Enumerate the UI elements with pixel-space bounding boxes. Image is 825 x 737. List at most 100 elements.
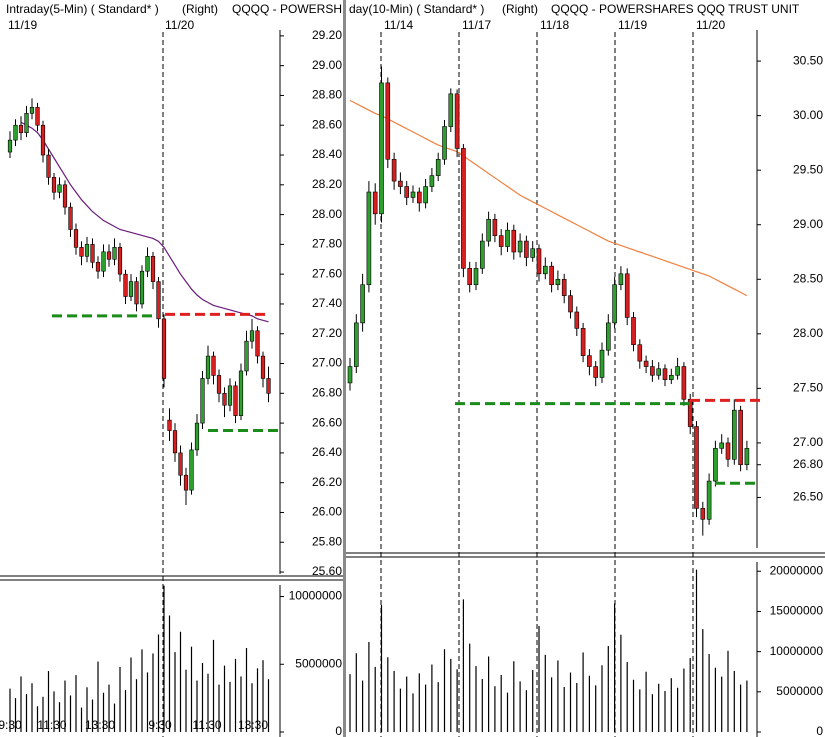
volume-tick-label: 0 bbox=[816, 724, 823, 737]
candle-body bbox=[605, 322, 611, 351]
volume-bar bbox=[677, 687, 679, 732]
candle-body bbox=[479, 240, 485, 269]
candle-body bbox=[194, 422, 200, 451]
candle-body bbox=[24, 113, 29, 133]
candle-body bbox=[233, 385, 238, 416]
volume-bar bbox=[418, 673, 420, 732]
candle-body bbox=[156, 281, 161, 320]
time-label: 11:30 bbox=[37, 718, 66, 732]
candle-body bbox=[172, 430, 178, 454]
price-tick-label: 29.00 bbox=[312, 58, 342, 72]
candle-body bbox=[423, 186, 428, 204]
volume-bar bbox=[141, 649, 143, 732]
volume-bar bbox=[462, 599, 464, 732]
volume-bar bbox=[651, 694, 653, 732]
symbol-label: QQQQ - POWERSH bbox=[232, 2, 342, 16]
candle-body bbox=[668, 374, 674, 380]
volume-bar bbox=[551, 677, 553, 732]
volume-bar bbox=[733, 670, 735, 732]
candle-body bbox=[145, 255, 150, 272]
candle-body bbox=[353, 322, 359, 367]
price-tick-label: 27.00 bbox=[312, 356, 342, 370]
candle-body bbox=[624, 273, 630, 318]
day-label: 11/20 bbox=[696, 18, 725, 32]
time-label: 13:30 bbox=[238, 718, 268, 732]
volume-bar bbox=[152, 653, 154, 732]
volume-bar bbox=[102, 692, 105, 732]
candle-body bbox=[222, 393, 227, 406]
volume-bar bbox=[425, 684, 427, 732]
candle-body bbox=[360, 284, 365, 324]
right-panel-background bbox=[345, 0, 825, 737]
volume-bar bbox=[179, 631, 182, 732]
candle-body bbox=[473, 268, 479, 286]
volume-tick-label: 0 bbox=[335, 724, 342, 737]
candle-body bbox=[738, 409, 743, 466]
last-price-label: 26.80 bbox=[793, 457, 823, 471]
candle-body bbox=[167, 419, 172, 431]
price-tick-label: 28.20 bbox=[312, 177, 342, 191]
volume-bar bbox=[746, 680, 748, 732]
price-tick-label: 27.80 bbox=[312, 237, 342, 251]
price-tick-label: 26.60 bbox=[312, 415, 342, 429]
candle-body bbox=[57, 184, 62, 193]
candle-body bbox=[511, 229, 517, 253]
volume-tick-label: 10000000 bbox=[289, 589, 343, 603]
volume-bar bbox=[437, 682, 439, 732]
candle-body bbox=[618, 273, 624, 286]
volume-bar bbox=[64, 680, 66, 732]
candle-body bbox=[461, 148, 466, 269]
volume-bar bbox=[658, 683, 660, 732]
volume-bar bbox=[721, 676, 723, 732]
volume-bar bbox=[86, 687, 88, 732]
candle-body bbox=[238, 370, 244, 416]
volume-bar bbox=[601, 665, 603, 732]
price-tick-label: 28.40 bbox=[312, 147, 342, 161]
candle-body bbox=[79, 247, 84, 257]
candle-body bbox=[656, 368, 662, 376]
day-label: 11/19 bbox=[618, 18, 647, 32]
candle-body bbox=[73, 229, 79, 248]
candle-body bbox=[260, 355, 266, 379]
time-label: 13:30 bbox=[85, 718, 115, 732]
price-tick-label: 27.50 bbox=[793, 381, 823, 395]
candle-body bbox=[643, 360, 649, 367]
candle-body bbox=[694, 426, 699, 509]
candle-body bbox=[255, 330, 260, 357]
volume-bar bbox=[513, 661, 515, 732]
volume-bar bbox=[174, 652, 176, 732]
price-tick-label: 30.50 bbox=[793, 53, 823, 67]
candle-body bbox=[150, 255, 156, 282]
moving-average bbox=[20, 121, 269, 323]
volume-bar bbox=[406, 676, 408, 732]
candle-body bbox=[62, 184, 68, 208]
volume-bar bbox=[119, 666, 121, 732]
volume-bar bbox=[664, 691, 666, 732]
volume-bar bbox=[399, 688, 401, 732]
volume-bar bbox=[157, 634, 160, 732]
chart-title: Intraday(5-Min) ( Standard* ) bbox=[6, 2, 159, 16]
candle-body bbox=[84, 244, 90, 257]
candle-body bbox=[391, 158, 397, 182]
volume-bar bbox=[488, 656, 490, 732]
candle-body bbox=[467, 268, 473, 286]
volume-bar bbox=[80, 707, 83, 732]
candle-body bbox=[593, 366, 599, 378]
volume-bar bbox=[481, 678, 483, 732]
volume-bar bbox=[412, 693, 414, 732]
candle-body bbox=[117, 247, 123, 275]
volume-bar bbox=[256, 668, 259, 732]
candle-body bbox=[530, 248, 536, 258]
volume-bar bbox=[368, 641, 370, 732]
right-chart: day(10-Min) ( Standard* ) (Right) QQQQ - P… bbox=[346, 2, 825, 737]
volume-bar bbox=[714, 667, 716, 732]
volume-bar bbox=[58, 702, 61, 732]
volume-bar bbox=[475, 666, 477, 732]
candle-body bbox=[574, 311, 580, 329]
candle-body bbox=[637, 344, 643, 362]
candle-body bbox=[90, 244, 95, 263]
volume-bar bbox=[201, 662, 204, 732]
day-label: 11/14 bbox=[384, 18, 413, 32]
candle-body bbox=[385, 82, 391, 160]
